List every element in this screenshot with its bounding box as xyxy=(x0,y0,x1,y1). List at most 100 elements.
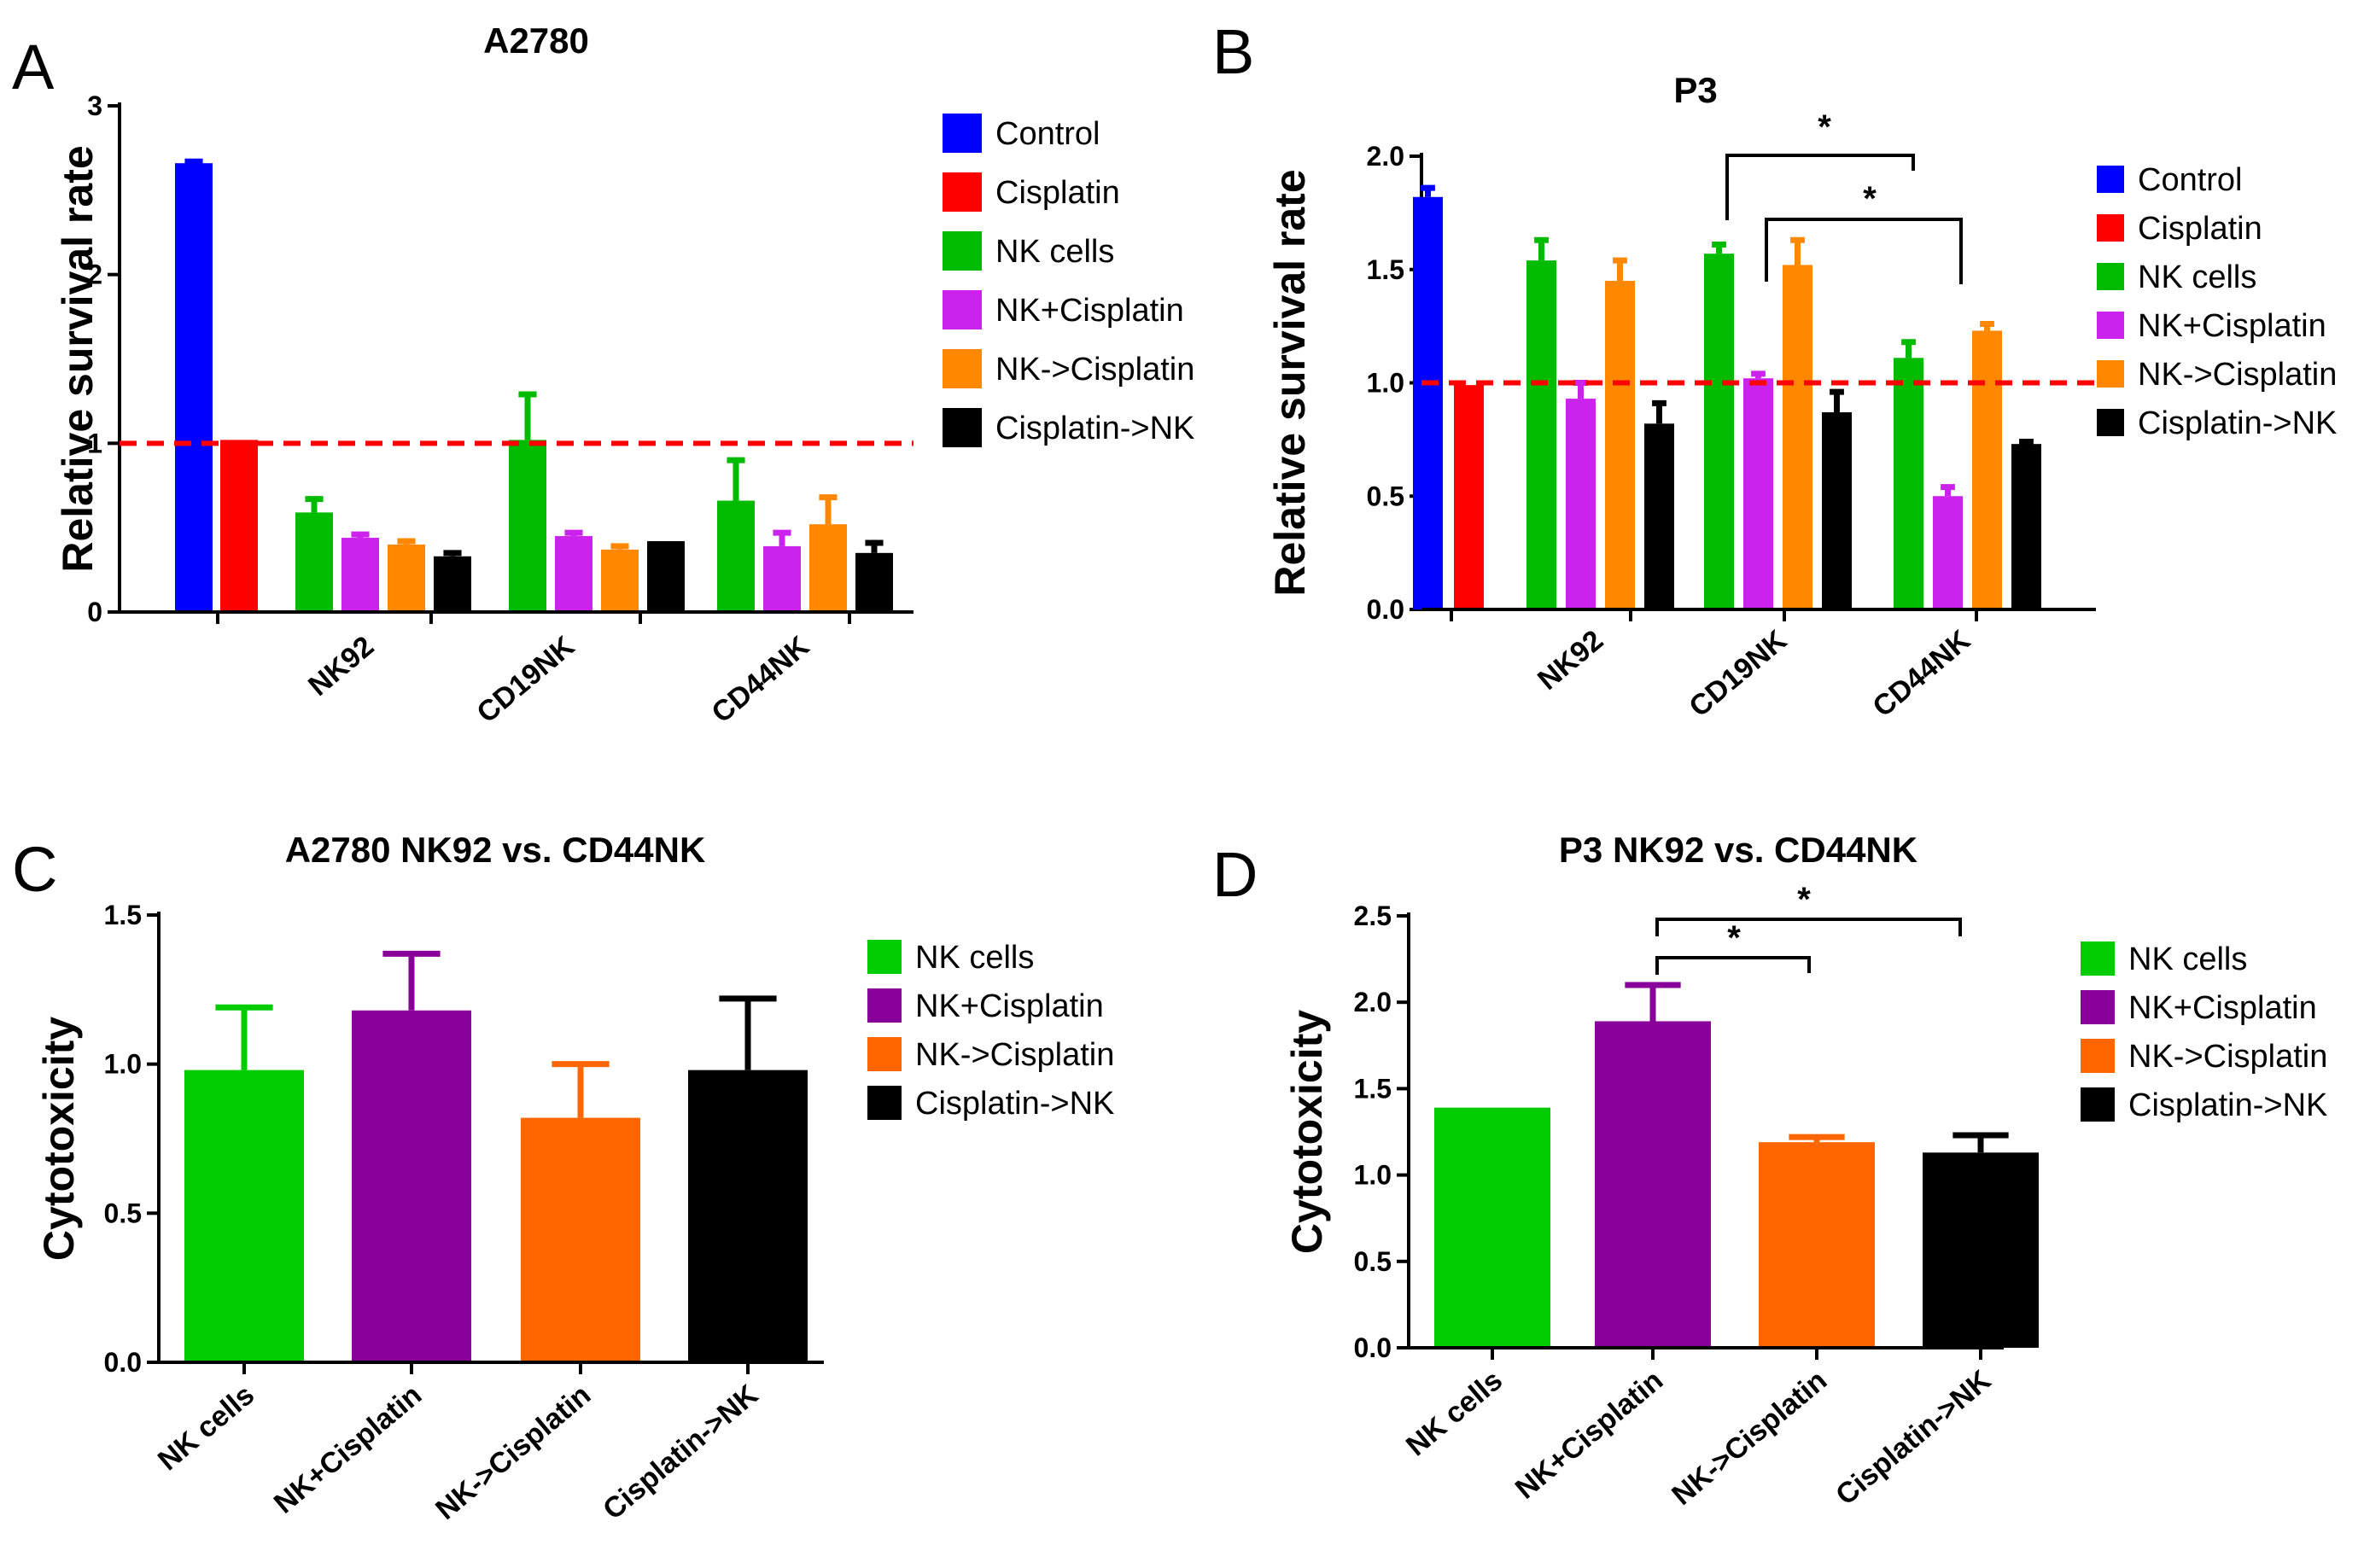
panel-c-bar-nk-plus-cisplatin xyxy=(352,1010,471,1362)
panel-a-panel-letter: A xyxy=(12,32,55,102)
panel-b-bar-cd19nk-nk-cells xyxy=(1704,254,1734,609)
panel-d-legend-swatch-nk-plus-cisplatin xyxy=(2081,990,2115,1024)
panel-d-y-axis-label: Cytotoxicity xyxy=(1283,1010,1331,1254)
panel-a-bar-cd44nk-nk-plus-cisplatin xyxy=(763,545,801,612)
panel-c-legend-label-nk-plus-cisplatin: NK+Cisplatin xyxy=(915,988,1104,1024)
panel-c-title: A2780 NK92 vs. CD44NK xyxy=(285,830,706,870)
panel-b-legend-label-control: Control xyxy=(2138,162,2243,198)
panel-a-bars xyxy=(175,158,893,612)
panel-a-x-tick-label-nk92: NK92 xyxy=(302,630,380,702)
panel-c-legend-swatch-cisplatin-to-nk xyxy=(867,1086,902,1120)
panel-b-significance-bracket xyxy=(1765,218,1963,284)
panel-b-significance-bracket xyxy=(1725,154,1915,220)
panel-d-legend-swatch-nk-to-cisplatin xyxy=(2081,1039,2115,1073)
panel-c-legend-swatch-nk-to-cisplatin xyxy=(867,1037,902,1071)
panel-d-y-tick-label: 1.5 xyxy=(1354,1073,1392,1104)
panel-b-title: P3 xyxy=(1673,70,1717,110)
panel-a-title: A2780 xyxy=(483,20,589,61)
panel-b-legend-label-cisplatin: Cisplatin xyxy=(2138,211,2262,247)
panel-d-bar-nk-to-cisplatin xyxy=(1759,1142,1875,1348)
panel-d-title: P3 NK92 vs. CD44NK xyxy=(1559,830,1917,870)
panel-b-bar-control xyxy=(1413,196,1443,610)
panel-a-bar-nk92-cisplatin-to-nk xyxy=(434,556,471,612)
panel-b-bar-nk92-nk-to-cisplatin xyxy=(1605,281,1635,609)
panel-b-significance-star: * xyxy=(1818,108,1831,146)
panel-a-legend-label-nk-cells: NK cells xyxy=(995,234,1114,270)
panel-a-legend: Control Cisplatin NK cells NK+Cisplatin NK->… xyxy=(943,114,1194,447)
panel-d-legend-swatch-nk-cells xyxy=(2081,941,2115,976)
panel-d-significance-bracket xyxy=(1655,956,1811,975)
panel-a-y-tick-label: 2 xyxy=(87,259,102,290)
panel-d-significance: ** xyxy=(1655,881,1962,975)
panel-b-legend: Control Cisplatin NK cells NK+Cisplatin NK->… xyxy=(2097,162,2337,441)
panel-a-bar-control xyxy=(175,163,213,612)
panel-d-bar-cisplatin-to-nk xyxy=(1923,1152,2039,1348)
panel-a-bar-nk92-nk-plus-cisplatin xyxy=(341,538,379,612)
panel-c-bar-nk-cells xyxy=(184,1070,304,1362)
panel-b-significance: ** xyxy=(1725,108,1963,284)
panel-b-legend-swatch-cisplatin-to-nk xyxy=(2097,409,2124,436)
panel-a-bar-cd44nk-nk-cells xyxy=(717,500,755,612)
panel-b-significance-star: * xyxy=(1863,180,1877,218)
panel-a-x-tick-label-cd44nk: CD44NK xyxy=(705,630,815,730)
panel-a-legend-label-cisplatin-to-nk: Cisplatin->NK xyxy=(995,411,1194,446)
panel-c-y-tick-label: 1.0 xyxy=(104,1049,142,1080)
panel-d-legend-label-nk-cells: NK cells xyxy=(2128,941,2247,977)
panel-d-y-tick-label: 0.5 xyxy=(1354,1246,1392,1277)
panel-a-bar-cisplatin xyxy=(220,440,258,612)
panel-b-legend-label-nk-to-cisplatin: NK->Cisplatin xyxy=(2138,357,2337,393)
panel-d-bar-nk-plus-cisplatin xyxy=(1595,1021,1711,1348)
panel-b-y-tick-label: 2.0 xyxy=(1367,141,1404,172)
panel-b-legend-swatch-cisplatin xyxy=(2097,214,2124,242)
panel-b-panel-letter: B xyxy=(1212,16,1254,87)
panel-d-y-tick-label: 2.0 xyxy=(1354,987,1392,1017)
panel-c-legend: NK cells NK+Cisplatin NK->Cisplatin Cisplat… xyxy=(867,940,1114,1122)
panel-b-x-tick-label-cd19nk: CD19NK xyxy=(1683,624,1793,724)
panel-a-legend-swatch-nk-plus-cisplatin xyxy=(943,290,982,329)
panel-c-panel-letter: C xyxy=(12,834,57,905)
panel-d-legend-swatch-cisplatin-to-nk xyxy=(2081,1087,2115,1122)
panel-b-legend-label-cisplatin-to-nk: Cisplatin->NK xyxy=(2138,405,2337,441)
panel-b-legend-swatch-nk-to-cisplatin xyxy=(2097,360,2124,388)
panel-b-x-tick-label-cd44nk: CD44NK xyxy=(1866,624,1976,724)
panel-d-legend-label-cisplatin-to-nk: Cisplatin->NK xyxy=(2128,1087,2327,1123)
panel-c-y-axis-label: Cytotoxicity xyxy=(35,1017,83,1261)
panel-c-legend-swatch-nk-cells xyxy=(867,940,902,974)
panel-a-bar-cd44nk-cisplatin-to-nk xyxy=(855,552,893,612)
panel-b-legend-swatch-nk-plus-cisplatin xyxy=(2097,312,2124,339)
panel-a-bar-cd19nk-cisplatin-to-nk xyxy=(647,540,685,612)
panel-b-bar-cd44nk-nk-to-cisplatin xyxy=(1972,330,2002,609)
panel-a-legend-label-nk-plus-cisplatin: NK+Cisplatin xyxy=(995,293,1184,329)
panel-b-y-tick-label: 1.0 xyxy=(1367,368,1404,399)
panel-a-bar-cd44nk-nk-to-cisplatin xyxy=(809,524,847,612)
panel-d-legend-label-nk-plus-cisplatin: NK+Cisplatin xyxy=(2128,990,2317,1026)
panel-b-legend-swatch-nk-cells xyxy=(2097,263,2124,290)
panel-a-bar-cd19nk-nk-plus-cisplatin xyxy=(555,536,592,612)
panel-d-significance-bracket xyxy=(1655,918,1962,936)
panel-a-legend-label-control: Control xyxy=(995,116,1100,152)
panel-a-y-axis-label: Relative survival rate xyxy=(54,145,102,572)
panel-c-legend-label-cisplatin-to-nk: Cisplatin->NK xyxy=(915,1086,1114,1122)
panel-c-x-tick-label-nk-plus-cisplatin: NK+Cisplatin xyxy=(268,1379,428,1520)
panel-b-y-axis: 0.0 0.5 1.0 1.5 2.0 Relative survival rate xyxy=(1266,141,1423,625)
panel-b-legend-swatch-control xyxy=(2097,166,2124,193)
panel-a-legend-swatch-control xyxy=(943,114,982,153)
panel-c-y-axis: 0.0 0.5 1.0 1.5 Cytotoxicity xyxy=(35,900,161,1378)
panel-c-x-tick-label-nk-cells: NK cells xyxy=(152,1379,260,1477)
panel-d-y-tick-label: 0.0 xyxy=(1354,1332,1392,1363)
panel-c-y-tick-label: 0.0 xyxy=(104,1347,142,1378)
panel-c-legend-label-nk-to-cisplatin: NK->Cisplatin xyxy=(915,1037,1114,1073)
panel-b-x-tick-label-nk92: NK92 xyxy=(1532,624,1609,697)
panel-c-bar-cisplatin-to-nk xyxy=(688,1070,808,1362)
panel-d-y-tick-label: 2.5 xyxy=(1354,901,1392,931)
panel-b-bar-cd44nk-cisplatin-to-nk xyxy=(2011,444,2041,609)
panel-a-bar-cd19nk-nk-cells xyxy=(509,440,546,612)
panel-b-bar-cd19nk-cisplatin-to-nk xyxy=(1822,412,1852,609)
panel-a-x-tick-label-cd19nk: CD19NK xyxy=(470,630,581,730)
panel-b-bar-nk92-nk-cells xyxy=(1526,260,1556,609)
panel-c-y-tick-label: 1.5 xyxy=(104,900,142,930)
panel-b-bar-cd19nk-nk-plus-cisplatin xyxy=(1743,378,1773,609)
panel-a-bar-cd19nk-nk-to-cisplatin xyxy=(601,549,639,612)
panel-a-legend-label-cisplatin: Cisplatin xyxy=(995,175,1120,211)
